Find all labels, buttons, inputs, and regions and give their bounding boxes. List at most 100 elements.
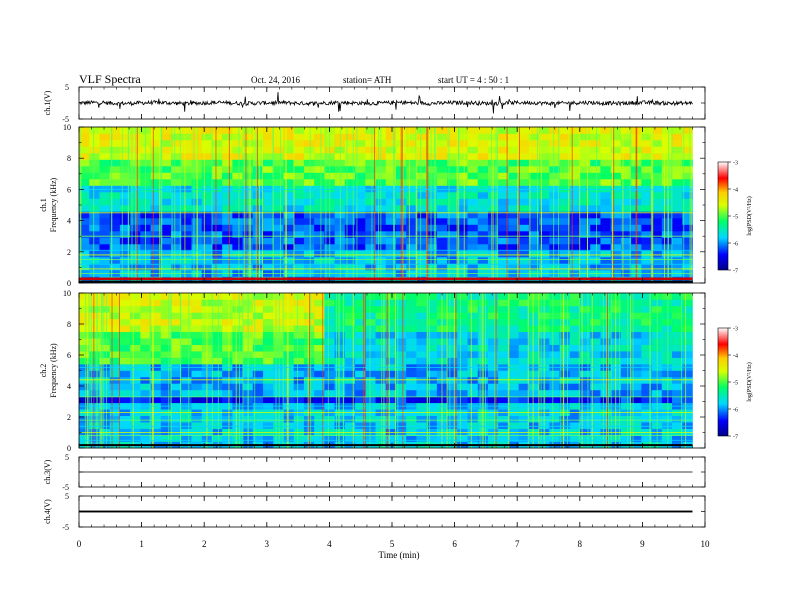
spectrogram-cell [324, 312, 335, 320]
spectrogram-cell [79, 312, 90, 320]
spectrogram-cell [426, 192, 438, 199]
spectrogram-cell [498, 351, 509, 358]
spectrogram-cell [99, 351, 110, 358]
spectrogram-cell [222, 244, 233, 251]
spectrogram-cell [569, 237, 581, 245]
spectrogram-cell [344, 159, 356, 167]
spectrogram-cell [631, 383, 642, 391]
spectrogram-cell [641, 338, 652, 345]
spectrogram-cell [109, 318, 121, 326]
spectrogram-cell [263, 299, 274, 307]
spectrogram-cell [252, 331, 264, 339]
spectrogram-cell [477, 415, 489, 423]
spectrogram-cell [467, 166, 479, 173]
spectrogram-cell [672, 250, 683, 258]
spectrogram-cell [406, 357, 417, 365]
spectrogram-cell [119, 218, 131, 225]
spectrogram-cell [89, 376, 100, 384]
spectrogram-cell [375, 435, 387, 442]
spectrogram-cell [682, 312, 693, 320]
spectrogram-cell [252, 153, 264, 160]
spectrogram-cell [252, 237, 264, 245]
spectrogram-cell [661, 179, 673, 186]
spectrogram-cell [661, 140, 673, 147]
spectrogram-cell [140, 325, 151, 333]
spectrogram-cell [416, 205, 427, 212]
spectrogram-cell [283, 250, 295, 258]
spectrogram-cell [682, 396, 693, 404]
spectrogram-cell [79, 250, 90, 258]
spectrogram-cell [181, 331, 192, 339]
spectrogram-cell [549, 299, 560, 307]
spectrogram-cell [211, 428, 223, 436]
spectrogram-cell [109, 299, 121, 307]
colorbar [717, 161, 729, 271]
x-tick-label: 9 [640, 539, 645, 549]
spectrogram-cell [641, 344, 652, 352]
spectrogram-cell [477, 172, 489, 180]
spectrogram-cell [171, 211, 182, 219]
spectrogram-cell [467, 422, 479, 429]
spectrogram-cell [487, 376, 499, 384]
spectrogram-cell [610, 250, 622, 258]
spectrogram-cell [559, 338, 571, 345]
spectrogram-cell [344, 325, 356, 333]
spectrogram-cell [222, 224, 233, 232]
spectrogram-cell [150, 218, 162, 225]
spectrogram-cell [549, 389, 560, 397]
spectrogram-cell [99, 370, 110, 378]
spectrogram-cell [457, 428, 468, 436]
spectrogram-cell [273, 325, 284, 333]
spectrogram-cell [672, 211, 683, 219]
spectrogram-cell [314, 312, 325, 320]
spectrogram-cell [661, 415, 673, 423]
spectrogram-cell [365, 344, 376, 352]
spectrogram-cell [610, 205, 622, 212]
spectrogram-cell [672, 435, 683, 442]
spectrogram-cell [447, 293, 458, 300]
spectrogram-cell [150, 231, 162, 238]
spectrogram-cell [600, 257, 611, 264]
spectrogram-cell [518, 415, 530, 423]
spectrogram-cell [314, 133, 325, 141]
spectrogram-cell [528, 146, 540, 154]
spectrogram-cell [263, 140, 274, 147]
spectrogram-cell [477, 331, 489, 339]
spectrogram-cell [620, 325, 632, 333]
spectrogram-cell [467, 376, 479, 384]
spectrogram-cell [457, 211, 468, 219]
spectrogram-cell [365, 250, 376, 258]
spectrogram-cell [416, 237, 427, 245]
spectrogram-cell [569, 159, 581, 167]
spectrogram-cell [344, 312, 356, 320]
spectrogram-cell [293, 415, 305, 423]
spectrogram-cell [334, 299, 346, 307]
spectrogram-cell [539, 263, 550, 271]
spectrogram-cell [303, 205, 315, 212]
spectrogram-cell [508, 218, 519, 225]
spectrogram-cell [661, 250, 673, 258]
spectrogram-cell [334, 351, 346, 358]
spectrogram-cell [365, 422, 376, 429]
spectrogram-cell [79, 383, 90, 391]
spectrogram-cell [211, 344, 223, 352]
spectrogram-cell [181, 146, 192, 154]
spectrogram-cell [426, 159, 438, 167]
spectrogram-cell [130, 312, 141, 320]
spectrogram-cell [641, 198, 652, 206]
spectrogram-cell [518, 231, 530, 238]
spectrogram-cell [89, 389, 100, 397]
spectrogram-cell [222, 370, 233, 378]
spectrogram-cell [580, 172, 591, 180]
spectrogram-cell [160, 357, 172, 365]
spectrogram-cell [201, 146, 213, 154]
spectrogram-cell [580, 383, 591, 391]
spectrogram-cell [436, 263, 448, 271]
spectrogram-cell [498, 224, 509, 232]
spectrogram-cell [109, 383, 121, 391]
spectrogram-cell [600, 198, 611, 206]
spectrogram-cell [600, 146, 611, 154]
spectrogram-cell [99, 318, 110, 326]
spectrogram-cell [263, 205, 274, 212]
spectrogram-cell [222, 153, 233, 160]
